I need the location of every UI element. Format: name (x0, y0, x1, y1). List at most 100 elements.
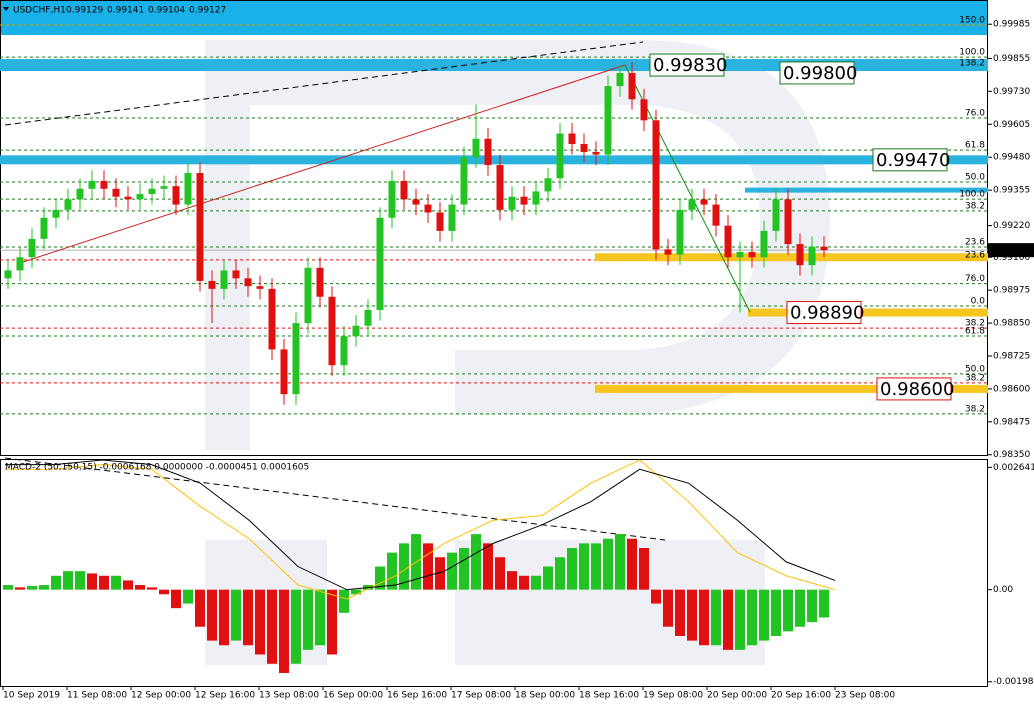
candle-body (112, 188, 120, 197)
level-box (779, 61, 855, 85)
candle-body (448, 204, 456, 231)
macd-bar (435, 557, 445, 590)
candle-body (568, 133, 576, 145)
candle-body (604, 86, 612, 155)
candle-body (820, 246, 828, 251)
candle-body (688, 199, 696, 210)
macd-y-tick-label: -0.001988 (993, 677, 1034, 687)
x-tick-label: 16 Sep 16:00 (387, 691, 447, 701)
macd-bar (807, 589, 817, 623)
macd-bar (567, 547, 577, 590)
macd-bar (15, 587, 25, 590)
candle-body (244, 278, 252, 287)
fib-label: 38.2 (965, 319, 985, 329)
candle-body (808, 246, 816, 266)
macd-bar (279, 589, 289, 674)
macd-bar (783, 589, 793, 632)
header-high: 0.99141 (107, 6, 144, 16)
macd-bar (27, 585, 37, 590)
macd-bar (159, 589, 169, 595)
x-tick-label: 20 Sep 00:00 (707, 691, 767, 701)
candle-body (724, 225, 732, 258)
candle-body (520, 196, 528, 205)
macd-bar (375, 566, 385, 590)
header-icon (3, 7, 9, 11)
macd-bar (735, 589, 745, 650)
level-label: 0.98600 (880, 379, 954, 400)
macd-bar (231, 589, 241, 641)
candle-body (376, 217, 384, 310)
macd-bar (399, 543, 409, 590)
candle-body (40, 217, 48, 239)
x-tick-label: 11 Sep 08:00 (67, 691, 127, 701)
level-box (876, 377, 952, 401)
macd-bar (75, 571, 85, 590)
macd-bar (351, 589, 361, 595)
fib-label: 61.8 (965, 326, 985, 336)
candle-body (616, 72, 624, 87)
y-tick-label: 0.99605 (993, 120, 1030, 130)
macd-bar (531, 575, 541, 590)
macd-bar (207, 589, 217, 641)
macd-bar (315, 589, 325, 646)
candle-body (64, 199, 72, 210)
fib-label: 38.2 (965, 373, 985, 383)
candle-body (148, 188, 156, 195)
symbol: USDCHF,H1 (13, 6, 66, 16)
y-tick-label: 0.99985 (993, 20, 1030, 30)
level-band (748, 308, 988, 317)
header-open: 0.99129 (66, 6, 103, 16)
x-tick-label: 13 Sep 08:00 (259, 691, 319, 701)
candle-body (484, 138, 492, 166)
header: USDCHF,H1 0.99129 0.99141 0.99104 0.9912… (3, 6, 226, 16)
fib-label: 38.2 (965, 201, 985, 211)
macd-bar (579, 543, 589, 590)
y-tick-label: 0.99355 (993, 186, 1030, 196)
candle-body (412, 199, 420, 205)
y-tick-label: 0.98350 (993, 450, 1030, 460)
candle-body (220, 270, 228, 289)
macd-bar (171, 589, 181, 609)
macd-bar (255, 589, 265, 655)
macd-trend-line (4, 457, 666, 541)
candle-body (292, 323, 300, 395)
candle-body (340, 336, 348, 366)
x-tick-label: 17 Sep 08:00 (451, 691, 511, 701)
fib-label: 138.2 (959, 58, 985, 68)
level-band (0, 155, 988, 165)
macd-bar (519, 575, 529, 590)
candle-body (124, 196, 132, 200)
macd-bar (819, 589, 829, 618)
level-box (786, 301, 862, 325)
x-tick-label: 10 Sep 2019 (3, 691, 60, 701)
candle-body (76, 188, 84, 200)
level-band (745, 187, 988, 193)
macd-bar (303, 589, 313, 650)
macd-bar (723, 589, 733, 650)
x-tick-label: 23 Sep 08:00 (835, 691, 895, 701)
y-tick-label: 0.99100 (993, 253, 1030, 263)
macd-title: MACD-2 (50,150,15) -0.0006168 0.0000000 … (5, 463, 309, 473)
candle-body (664, 249, 672, 255)
candle-body (748, 251, 756, 258)
candle-body (556, 133, 564, 179)
candle-body (316, 267, 324, 297)
candle-body (676, 209, 684, 255)
candle-body (508, 196, 516, 210)
fib-label: 23.6 (965, 250, 985, 260)
candle-body (796, 244, 804, 266)
macd-y-tick-label: 0.0026411 (993, 463, 1034, 473)
levels-layer (0, 24, 988, 415)
candle-body (232, 270, 240, 279)
candle-body (400, 180, 408, 200)
candle-body (784, 199, 792, 245)
candle-body (460, 157, 468, 205)
x-tick-label: 12 Sep 16:00 (195, 691, 255, 701)
macd-bar (243, 589, 253, 646)
candle-body (388, 180, 396, 218)
macd-bar (591, 543, 601, 590)
macd-bar (195, 589, 205, 627)
macd-bar (615, 534, 625, 590)
x-tick-label: 16 Sep 00:00 (323, 691, 383, 701)
